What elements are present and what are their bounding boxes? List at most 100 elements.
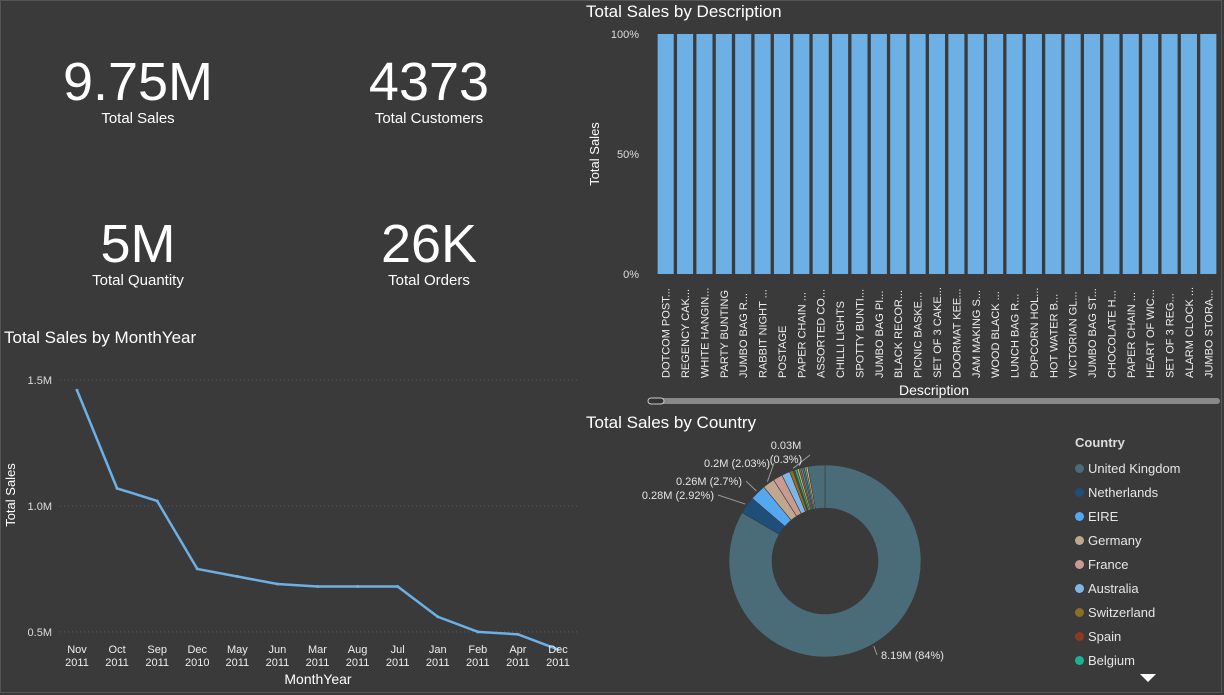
line-point[interactable]: [195, 567, 199, 571]
bar-horizontal-scrollbar[interactable]: [648, 398, 1220, 404]
donut-data-label: 0.2M (2.03%): [704, 458, 770, 470]
bar[interactable]: [793, 34, 810, 274]
bar[interactable]: [909, 34, 926, 274]
bar-chart[interactable]: 0% 50% 100% Total Sales DOTCOM POST... REGENC…: [584, 0, 1224, 410]
donut-chart-title: Total Sales by Country: [586, 413, 757, 432]
line-point[interactable]: [235, 574, 239, 578]
bar[interactable]: [657, 34, 674, 274]
line-x-tick-month: Nov: [67, 644, 87, 656]
bar-x-tick-label: LUNCH BAG R...: [1010, 294, 1022, 378]
line-x-tick-month: May: [227, 644, 248, 656]
donut-leader-line: [792, 454, 811, 469]
bar[interactable]: [987, 34, 1004, 274]
line-x-tick-year: 2011: [546, 657, 570, 669]
bar-x-axis-label: Description: [899, 382, 969, 398]
kpi-total-sales[interactable]: 9.75M Total Sales: [8, 52, 268, 127]
kpi-total-customers[interactable]: 4373 Total Customers: [299, 52, 559, 127]
bar[interactable]: [1142, 34, 1159, 274]
line-x-tick-month: Dec: [548, 644, 568, 656]
line-point[interactable]: [476, 630, 480, 634]
line-point[interactable]: [436, 615, 440, 619]
legend-item[interactable]: Australia: [1075, 576, 1215, 600]
bar[interactable]: [890, 34, 907, 274]
line-y-tick-label: 1.5M: [28, 375, 52, 387]
line-point[interactable]: [396, 585, 400, 589]
bar-x-tick-label: JUMBO BAG R...: [738, 293, 750, 378]
bar[interactable]: [948, 34, 965, 274]
bar-y-tick-label: 0%: [623, 269, 639, 281]
legend-item[interactable]: Belgium: [1075, 649, 1215, 673]
legend-item[interactable]: Netherlands: [1075, 480, 1215, 504]
bar[interactable]: [1006, 34, 1023, 274]
donut-slice[interactable]: [728, 464, 922, 658]
bar[interactable]: [754, 34, 771, 274]
bar[interactable]: [773, 34, 791, 274]
kpi-total-orders[interactable]: 26K Total Orders: [299, 214, 559, 289]
legend-label: Germany: [1088, 532, 1142, 548]
bar[interactable]: [1103, 34, 1120, 274]
bar-y-tick-label: 100%: [611, 29, 639, 41]
line-point[interactable]: [516, 632, 520, 636]
line-point[interactable]: [275, 582, 279, 586]
line-x-tick-year: 2011: [426, 657, 450, 669]
line-x-tick-year: 2010: [185, 657, 209, 669]
bar[interactable]: [1180, 34, 1197, 274]
legend-item[interactable]: United Kingdom: [1075, 456, 1215, 480]
bar[interactable]: [812, 34, 829, 274]
bar[interactable]: [1122, 34, 1139, 274]
bar[interactable]: [832, 34, 849, 274]
bar[interactable]: [715, 34, 732, 274]
bar[interactable]: [1200, 34, 1217, 274]
line-x-tick-month: Sep: [147, 644, 167, 656]
bar-x-tick-label: PAPER CHAIN ...: [796, 292, 808, 378]
bar[interactable]: [1025, 34, 1042, 274]
bar[interactable]: [1083, 34, 1101, 274]
legend-item[interactable]: Spain: [1075, 625, 1215, 649]
legend-item[interactable]: Switzerland: [1075, 601, 1215, 625]
legend-item[interactable]: France: [1075, 552, 1215, 576]
legend-swatch: [1075, 656, 1084, 666]
bar-x-tick-label: PARTY BUNTING: [719, 290, 731, 378]
bar-x-tick-label: CHOCOLATE H...: [1106, 290, 1118, 378]
line-x-tick-month: Jul: [391, 644, 405, 656]
legend-item[interactable]: EIRE: [1075, 504, 1215, 528]
line-x-tick-month: Apr: [509, 644, 526, 656]
bar-x-tick-label: RABBIT NIGHT ...: [758, 289, 770, 378]
bar[interactable]: [870, 34, 887, 274]
donut-chart[interactable]: 8.19M (84%) 0.28M (2.92%) 0.26M (2.7%) 0.2M…: [584, 435, 1064, 695]
scrollbar-thumb[interactable]: [647, 397, 665, 405]
bar[interactable]: [851, 34, 868, 274]
bar[interactable]: [677, 34, 694, 274]
bar-x-tick-label: HEART OF WIC...: [1145, 289, 1157, 378]
line-point[interactable]: [556, 647, 560, 651]
bar[interactable]: [928, 34, 946, 274]
bar[interactable]: [735, 34, 752, 274]
bar[interactable]: [1161, 34, 1178, 274]
kpi-label: Total Customers: [374, 110, 484, 127]
bar-x-tick-label: SET OF 3 CAKE...: [932, 287, 944, 378]
line-point[interactable]: [356, 585, 360, 589]
bar[interactable]: [696, 34, 713, 274]
bar[interactable]: [1045, 34, 1062, 274]
line-series[interactable]: [75, 389, 559, 651]
line-point[interactable]: [155, 499, 159, 503]
line-point[interactable]: [75, 388, 79, 392]
legend-swatch: [1075, 584, 1084, 594]
bar-x-tick-label: JUMBO BAG PI...: [874, 291, 886, 378]
bar[interactable]: [967, 34, 984, 274]
donut-slice[interactable]: [807, 464, 826, 510]
kpi-total-quantity[interactable]: 5M Total Quantity: [8, 214, 268, 289]
kpi-value: 5M: [100, 214, 176, 274]
bar[interactable]: [1064, 34, 1081, 274]
legend-item[interactable]: Germany: [1075, 528, 1215, 552]
line-x-tick-year: 2011: [466, 657, 490, 669]
line-x-tick-month: Dec: [187, 644, 207, 656]
line-point[interactable]: [115, 486, 119, 490]
donut-leader-line: [873, 645, 878, 656]
legend-scroll-down-icon[interactable]: [1140, 674, 1156, 682]
bar-x-tick-label: SPOTTY BUNTI...: [854, 289, 866, 378]
line-x-axis-label: MonthYear: [284, 671, 352, 687]
line-point[interactable]: [316, 585, 319, 589]
